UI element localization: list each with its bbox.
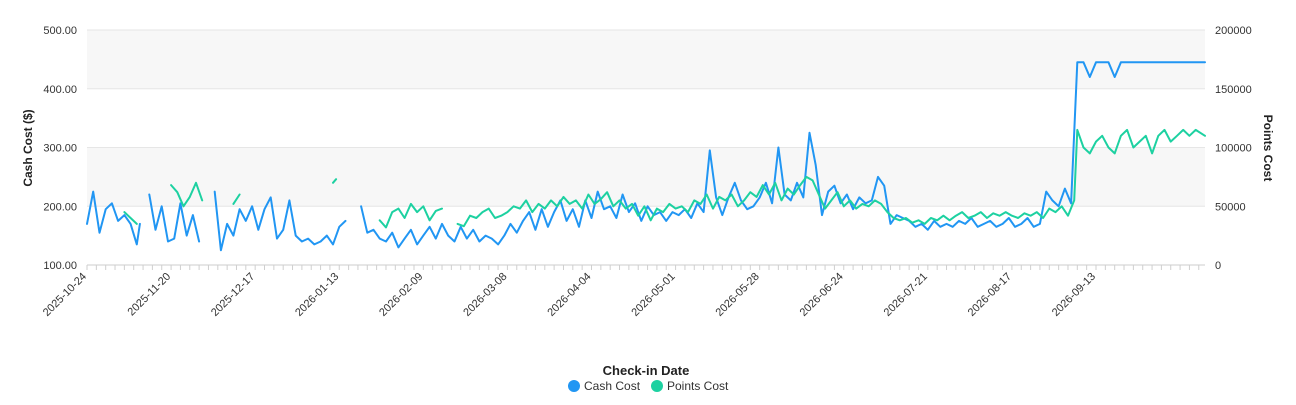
y-left-tick-label: 400.00 (43, 84, 77, 96)
x-tick-labels: 2025-10-24 2025-11-20 2025-12-17 2026-01-13… (41, 271, 1098, 319)
legend-label-cash-cost: Cash Cost (584, 379, 641, 393)
x-tick-label: 2026-07-21 (882, 271, 930, 319)
y-left-tick-label: 500.00 (43, 25, 77, 37)
y-right-tick-labels: 0 50000 100000 150000 200000 (1215, 25, 1252, 272)
y-left-axis-title: Cash Cost ($) (21, 109, 35, 186)
legend-marker-cash-cost (568, 380, 580, 392)
legend-item-points-cost[interactable]: Points Cost (651, 379, 729, 393)
y-right-tick-label: 200000 (1215, 25, 1252, 37)
plot-band (87, 147, 1205, 207)
series-line-cash-cost[interactable] (86, 61, 1206, 252)
plot-bands (87, 30, 1205, 207)
x-axis-title: Check-in Date (603, 363, 690, 378)
x-tick-label: 2026-03-08 (461, 271, 509, 319)
y-right-tick-label: 150000 (1215, 84, 1252, 96)
x-tick-label: 2026-02-09 (377, 271, 425, 319)
series-line-points-cost[interactable] (123, 128, 1206, 229)
plot-band (87, 30, 1205, 89)
x-tick-label: 2025-11-20 (126, 271, 174, 319)
x-tick-label: 2026-06-24 (798, 271, 846, 319)
y-right-tick-label: 100000 (1215, 143, 1252, 155)
y-left-tick-label: 200.00 (43, 201, 77, 213)
x-tick-label: 2026-01-13 (293, 271, 341, 319)
legend-item-cash-cost[interactable]: Cash Cost (568, 379, 641, 393)
y-left-tick-labels: 100.00 200.00 300.00 400.00 500.00 (43, 25, 77, 272)
x-tick-label: 2026-05-28 (714, 271, 762, 319)
x-minor-ticks (86, 264, 1205, 270)
y-right-axis-title: Points Cost (1261, 115, 1275, 182)
y-right-tick-label: 0 (1215, 260, 1221, 272)
x-tick-label: 2025-10-24 (41, 271, 89, 319)
x-tick-label: 2025-12-17 (209, 271, 257, 319)
y-left-tick-label: 100.00 (43, 260, 77, 272)
legend-marker-points-cost (651, 380, 663, 392)
x-tick-label: 2026-04-04 (545, 271, 593, 319)
x-tick-label: 2026-05-01 (629, 271, 677, 319)
x-tick-label: 2026-08-17 (966, 271, 1014, 319)
y-right-tick-label: 50000 (1215, 201, 1246, 213)
y-left-tick-label: 300.00 (43, 143, 77, 155)
series-lines (86, 61, 1206, 252)
legend-label-points-cost: Points Cost (667, 379, 729, 393)
legend: Cash Cost Points Cost (568, 379, 729, 393)
x-tick-label: 2026-09-13 (1050, 271, 1098, 319)
